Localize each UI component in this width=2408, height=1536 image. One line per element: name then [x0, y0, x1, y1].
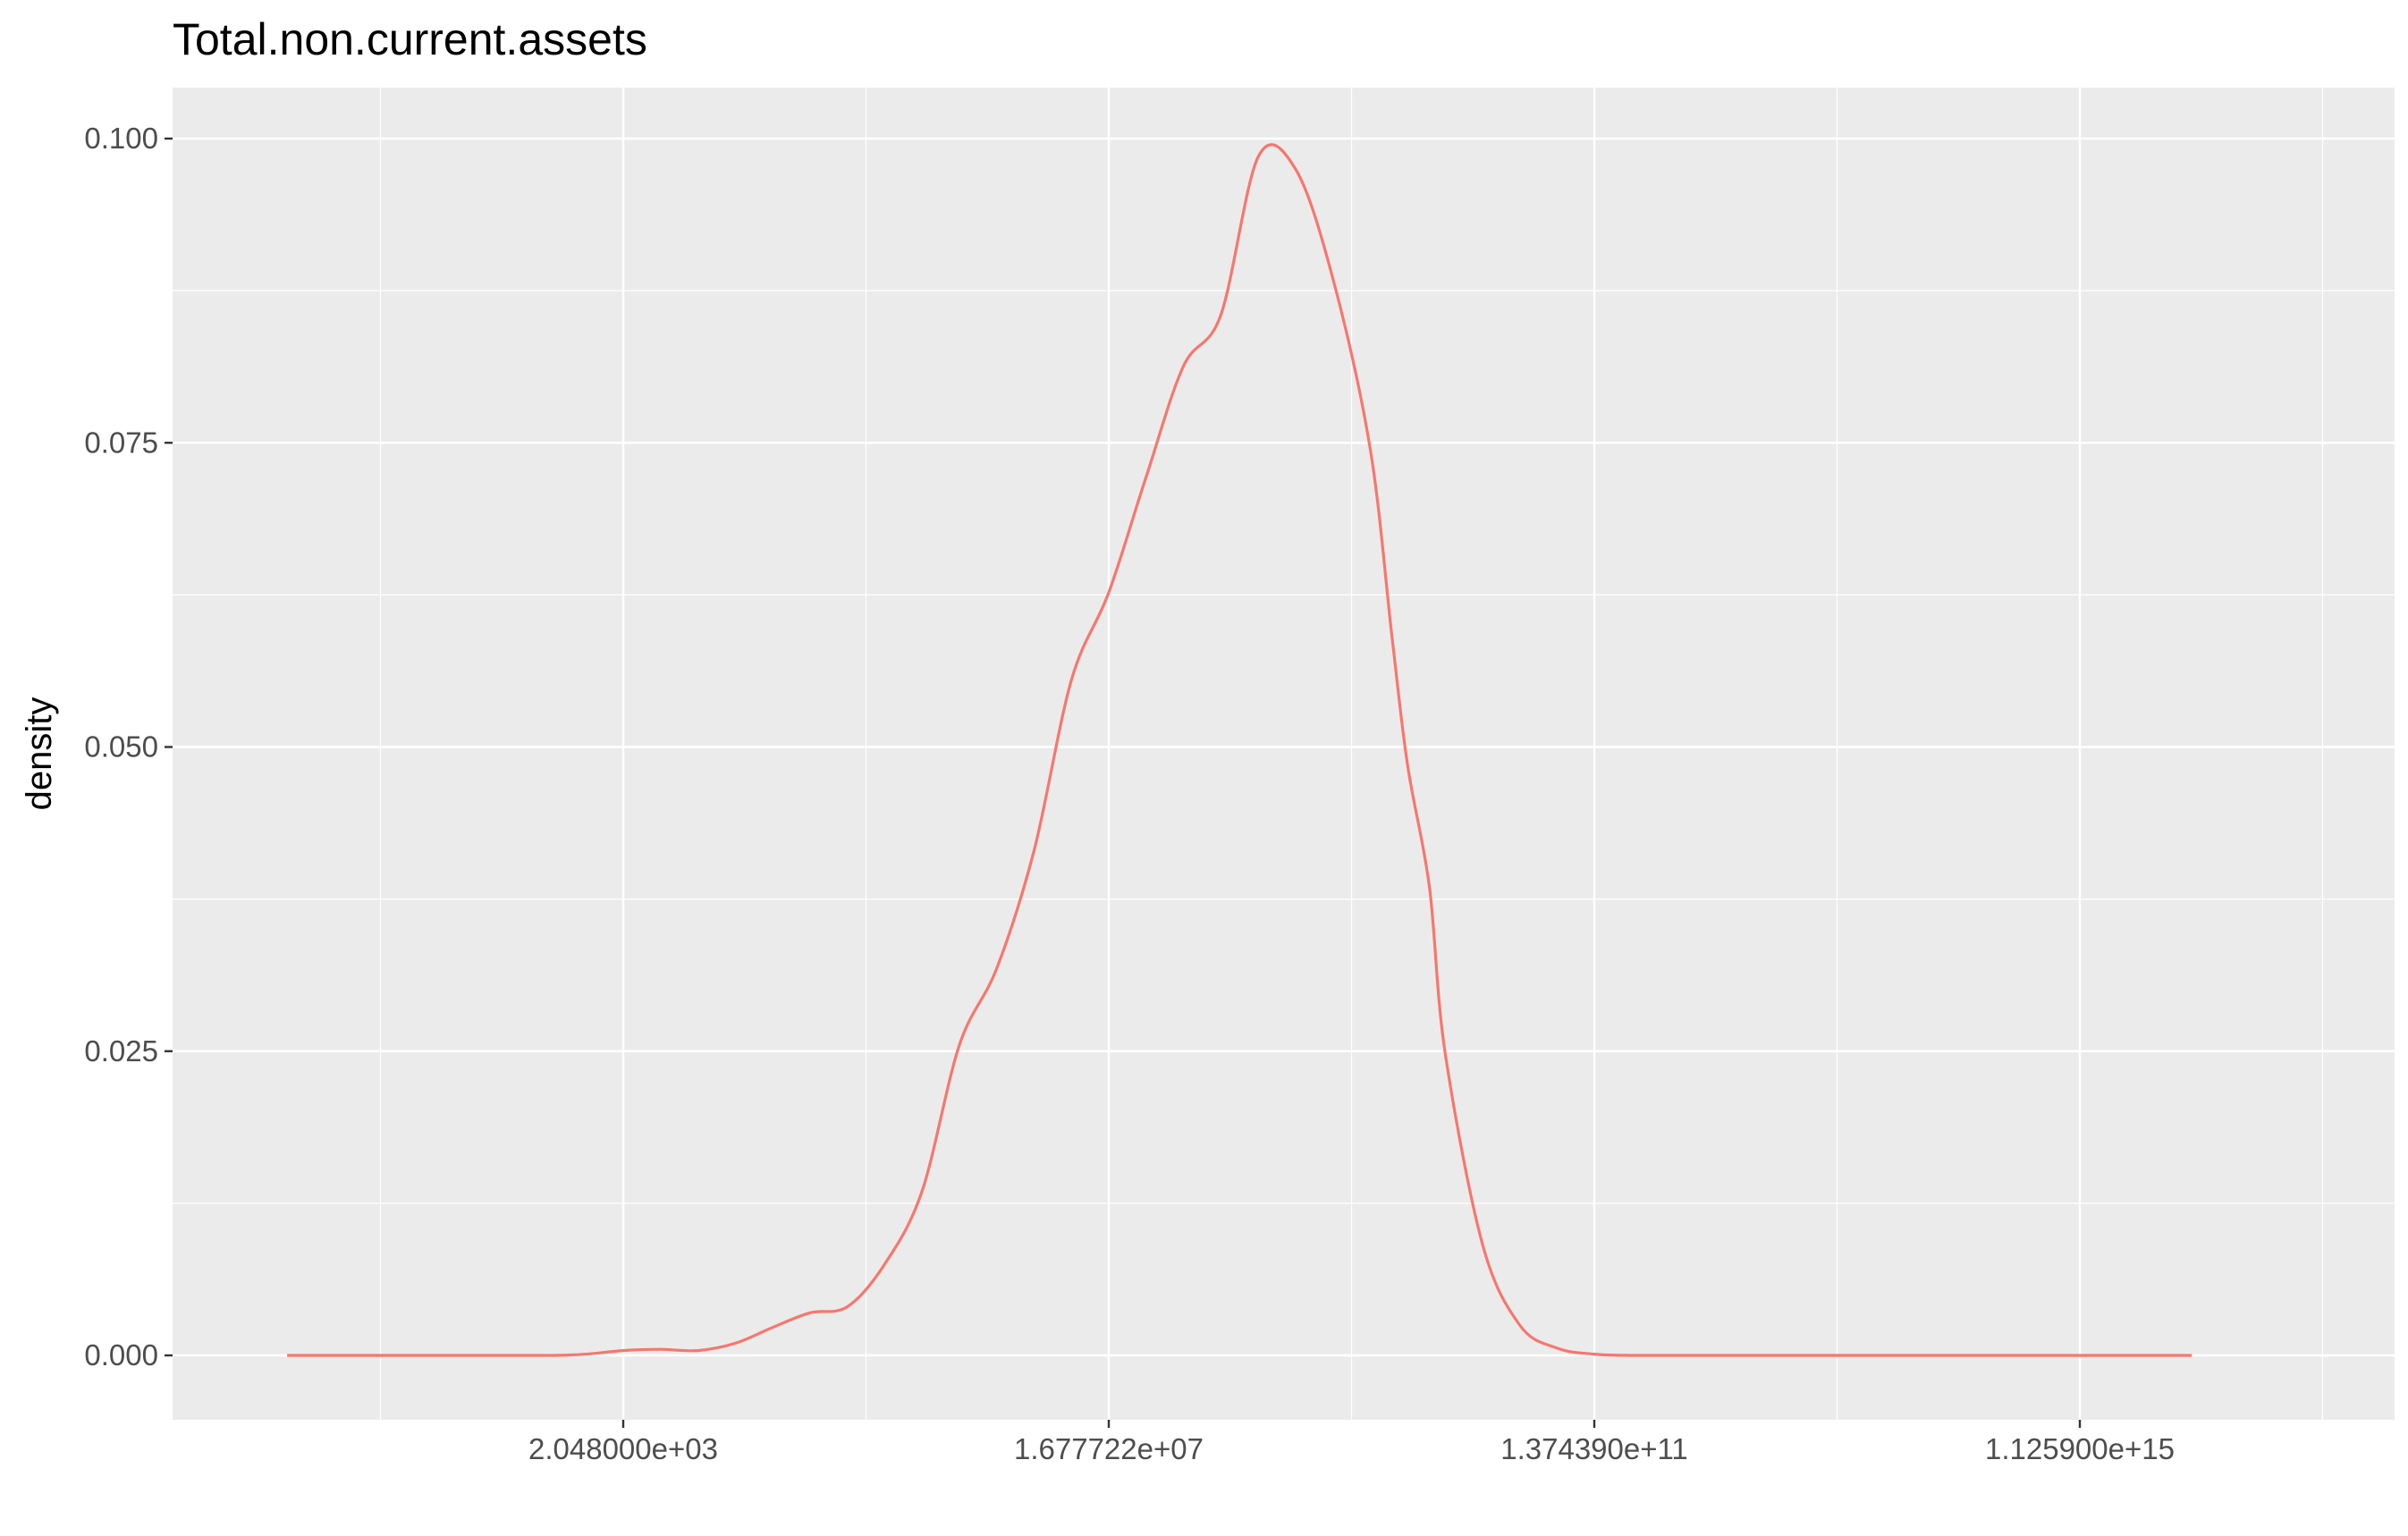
y-tick-label: 0.100: [84, 122, 158, 155]
chart-title: Total.non.current.assets: [173, 14, 647, 64]
density-line: [287, 143, 2193, 1357]
y-axis-title: density: [20, 697, 59, 811]
x-tick-label: 2.048000e+03: [528, 1432, 718, 1465]
y-tick-label: 0.000: [84, 1338, 158, 1371]
x-tick-label: 1.125900e+15: [1985, 1432, 2175, 1465]
x-axis: 2.048000e+03 1.677722e+07 1.374390e+11 1.12…: [528, 1420, 2175, 1465]
y-tick-label: 0.050: [84, 730, 158, 764]
x-tick-label: 1.677722e+07: [1014, 1432, 1204, 1465]
y-tick-label: 0.075: [84, 426, 158, 459]
minor-gridlines: [173, 88, 2395, 1420]
y-axis: 0.000 0.025 0.050 0.075 0.100: [84, 122, 173, 1371]
plot-panel: [173, 88, 2395, 1420]
x-tick-label: 1.374390e+11: [1500, 1432, 1688, 1465]
y-tick-label: 0.025: [84, 1034, 158, 1068]
